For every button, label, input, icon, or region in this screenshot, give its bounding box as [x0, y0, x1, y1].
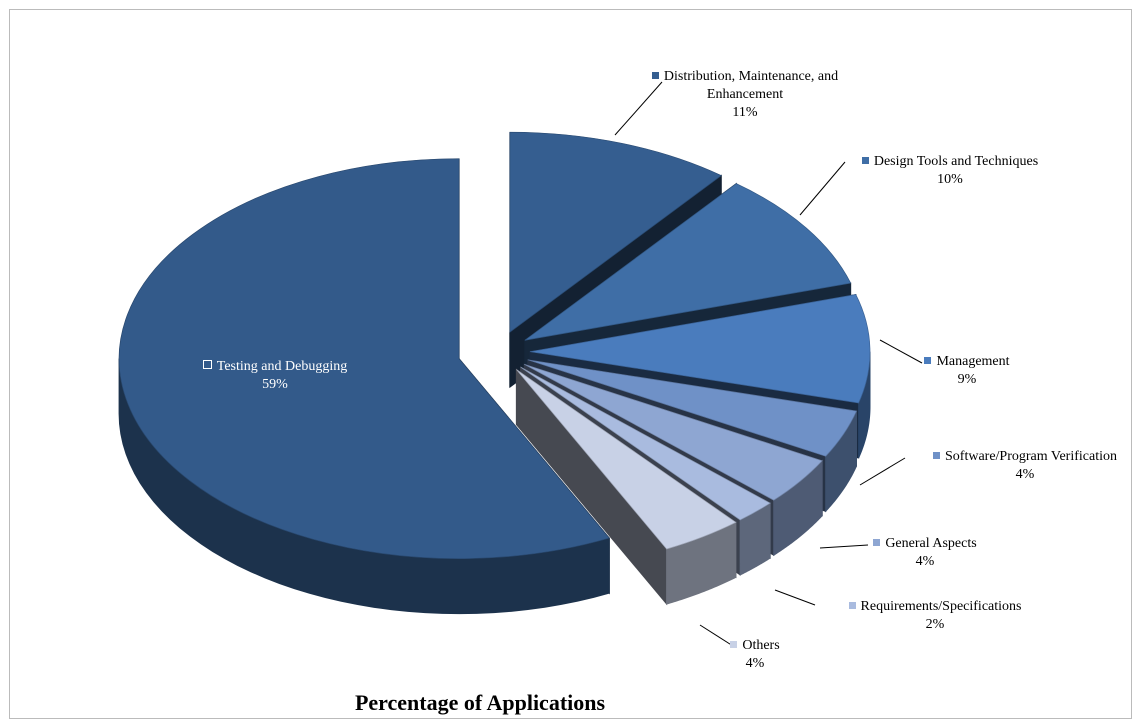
data-label: Software/Program Verification 4% [900, 448, 1141, 484]
slice [529, 294, 871, 404]
data-label: Management 9% [897, 353, 1037, 389]
leader-line [774, 589, 816, 606]
value-label: 10% [937, 172, 963, 187]
label-name: General Aspects [845, 535, 1005, 553]
value-label: 4% [915, 554, 935, 569]
category-label: Design Tools and Techniques [873, 154, 1039, 169]
category-label: Testing and Debugging [216, 359, 348, 374]
value-label: 4% [745, 656, 765, 671]
legend-marker [873, 539, 881, 546]
label-name: Distribution, Maintenance, and Enhanceme… [645, 68, 845, 104]
label-name: Software/Program Verification [900, 448, 1141, 466]
slice [527, 359, 857, 457]
leader-line [819, 544, 869, 549]
legend-marker [933, 452, 940, 459]
category-label: General Aspects [885, 536, 977, 551]
slice [524, 363, 823, 501]
category-label: Others [742, 638, 780, 653]
data-label: General Aspects 4% [845, 535, 1005, 571]
label-name: Requirements/Specifications [810, 598, 1060, 616]
legend-marker [924, 357, 932, 364]
pie [118, 131, 871, 615]
category-label: Requirements/Specifications [860, 599, 1022, 614]
slice [524, 183, 852, 341]
label-name: Design Tools and Techniques [830, 153, 1070, 171]
leader-lines [614, 81, 923, 647]
leader-line [799, 161, 846, 216]
legend-marker [651, 72, 659, 79]
slice [520, 366, 771, 521]
legend-marker [730, 641, 738, 648]
leader-line [699, 624, 734, 647]
leader-line [879, 339, 923, 364]
label-name: Testing and Debugging [165, 358, 385, 376]
label-name: Management [897, 353, 1037, 371]
data-label: Others 4% [695, 637, 815, 673]
slice [516, 369, 737, 550]
slice [509, 131, 722, 333]
category-label: Management [936, 354, 1010, 369]
legend-marker [202, 360, 212, 369]
data-label: Testing and Debugging 59% [165, 358, 385, 394]
value-label: 11% [732, 105, 758, 120]
value-label: 4% [1015, 467, 1035, 482]
legend-marker [848, 602, 856, 609]
label-name: Others [695, 637, 815, 655]
leader-line [614, 81, 663, 136]
category-label: Distribution, Maintenance, and Enhanceme… [663, 69, 839, 102]
slice [118, 158, 610, 560]
category-label: Software/Program Verification [945, 449, 1117, 464]
leader-line [859, 457, 906, 486]
data-label: Requirements/Specifications 2% [810, 598, 1060, 634]
data-label: Distribution, Maintenance, and Enhanceme… [645, 68, 845, 122]
value-label: 9% [957, 372, 977, 387]
data-label: Design Tools and Techniques 10% [830, 153, 1070, 189]
chart-title: Percentage of Applications [354, 690, 606, 715]
value-label: 59% [262, 377, 288, 392]
value-label: 2% [925, 617, 945, 632]
legend-marker [861, 157, 869, 164]
